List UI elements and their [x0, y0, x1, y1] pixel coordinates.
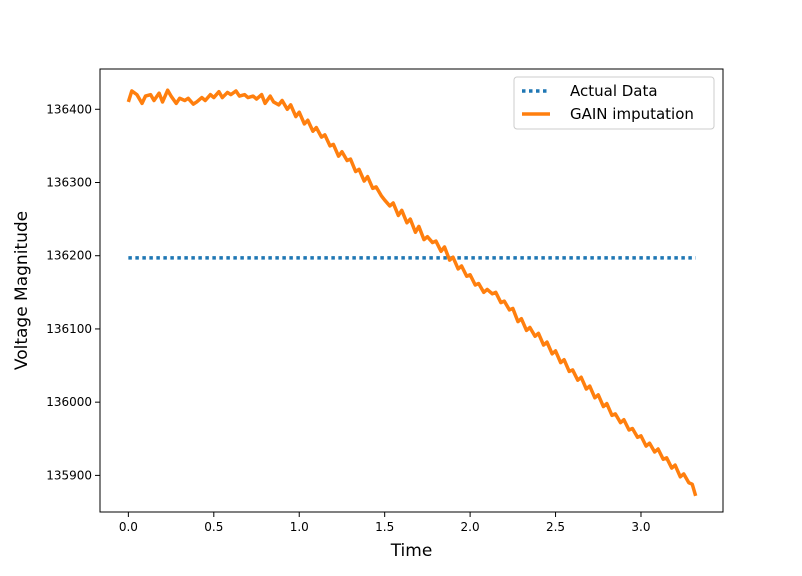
y-tick-label: 136000: [46, 395, 92, 409]
plot-frame: [99, 68, 724, 513]
x-axis-title: Time: [390, 541, 433, 561]
y-tick-label: 136100: [46, 322, 92, 336]
x-tick-label: 0.5: [204, 520, 223, 534]
x-tick-label: 2.5: [546, 520, 565, 534]
x-tick-label: 1.0: [290, 520, 309, 534]
x-tick-label: 0.0: [119, 520, 138, 534]
legend: Actual Data GAIN imputation: [513, 76, 715, 130]
y-tick-label: 135900: [46, 468, 92, 482]
y-tick-label: 136200: [46, 249, 92, 263]
plot-area: [126, 88, 698, 497]
x-tick-label: 2.0: [461, 520, 480, 534]
y-axis-title: Voltage Magnitude: [12, 211, 32, 370]
legend-box: [513, 76, 715, 130]
y-tick-label: 136300: [46, 175, 92, 189]
legend-label-gain-imputation: GAIN imputation: [570, 105, 694, 123]
x-axis: 0.0 0.5 1.0 1.5 2.0 2.5 3.0: [119, 512, 651, 534]
x-tick-label: 1.5: [375, 520, 394, 534]
legend-label-actual-data: Actual Data: [570, 82, 658, 100]
series-line-gain-imputation: [126, 88, 698, 497]
y-axis: 135900 136000 136100 136200 136300 136400: [46, 102, 100, 482]
y-tick-label: 136400: [46, 102, 92, 116]
x-tick-label: 3.0: [631, 520, 650, 534]
